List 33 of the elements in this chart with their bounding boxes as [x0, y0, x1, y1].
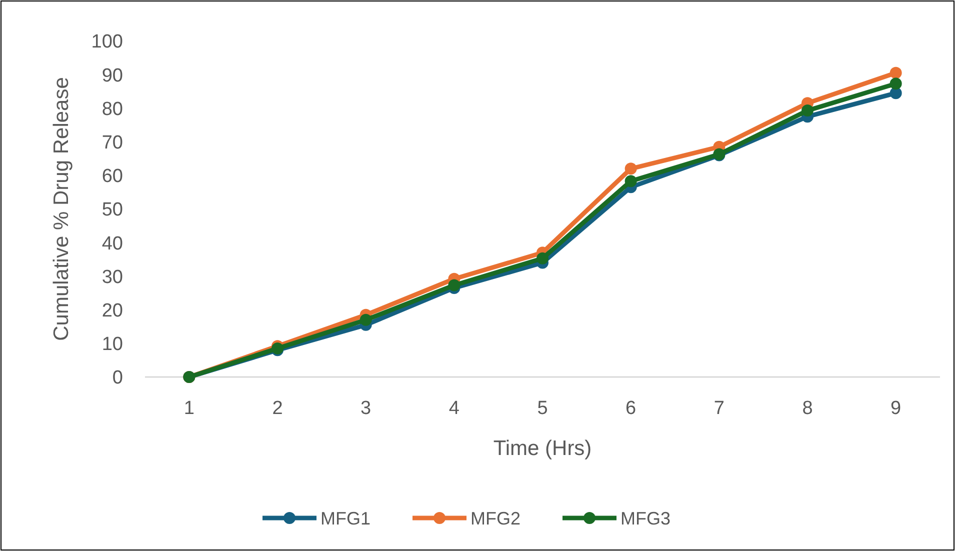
y-tick-label: 10 [102, 334, 123, 356]
x-tick-label: 3 [360, 398, 372, 419]
legend-label: MFG2 [470, 508, 521, 528]
y-tick-label: 20 [102, 300, 123, 322]
x-tick-label: 4 [448, 398, 460, 419]
legend-label: MFG1 [320, 508, 371, 528]
y-tick-label: 0 [112, 368, 123, 389]
x-tick-label: 7 [714, 398, 724, 419]
point [890, 78, 902, 90]
y-tick-label: 30 [102, 266, 123, 288]
x-tick-label: 5 [537, 398, 548, 419]
y-tick-label: 100 [91, 32, 123, 53]
y-tick-label: 80 [102, 98, 123, 120]
point [360, 314, 372, 326]
legend-label: MFG3 [620, 508, 671, 528]
x-axis-title: Time (Hrs) [493, 437, 592, 460]
point [536, 252, 548, 264]
point [624, 175, 637, 188]
y-axis-title: Cumulative % Drug Release [50, 77, 73, 341]
x-tick-label: 8 [802, 398, 813, 419]
x-tick-label: 1 [184, 398, 194, 419]
y-tick-label: 70 [102, 132, 123, 154]
x-tick-label: 9 [890, 398, 902, 419]
point [624, 162, 637, 175]
point [890, 66, 902, 79]
x-tick-label: 2 [272, 398, 283, 419]
y-tick-label: 50 [102, 200, 123, 221]
y-tick-label: 40 [102, 233, 123, 254]
point [802, 104, 814, 117]
x-tick-label: 6 [626, 398, 636, 419]
point [448, 279, 460, 292]
y-tick-label: 60 [102, 166, 123, 188]
y-tick-label: 90 [102, 65, 123, 86]
